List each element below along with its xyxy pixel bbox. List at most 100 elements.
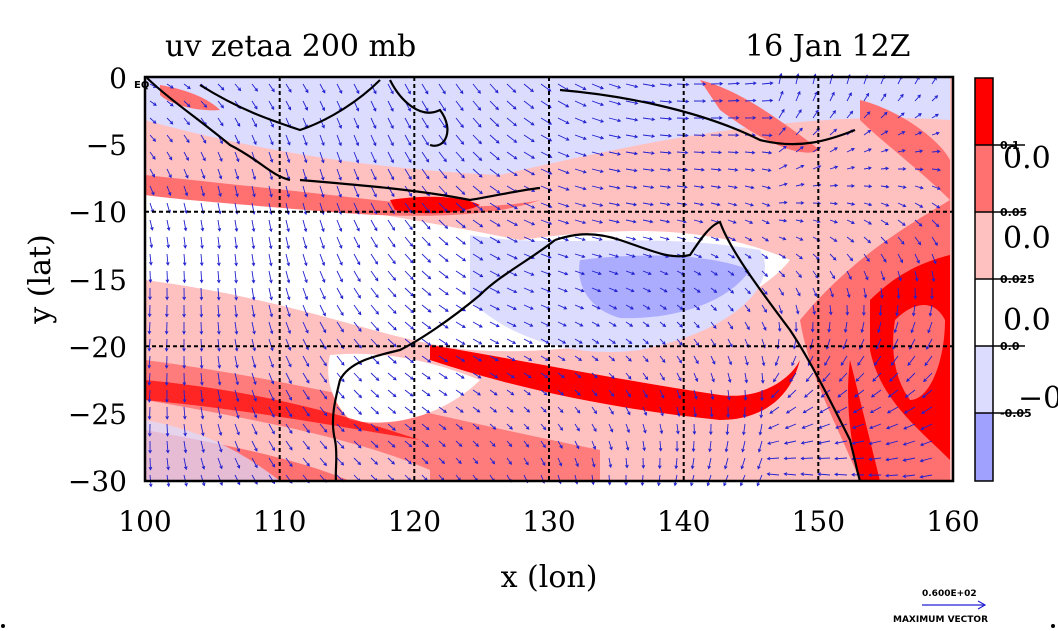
reference-vector-label: MAXIMUM VECTOR (893, 615, 988, 625)
wind-vector-arrow (625, 321, 634, 327)
wind-vector-arrow (183, 440, 188, 454)
wind-vector-arrow (642, 440, 646, 452)
wind-vector-arrow (795, 201, 805, 205)
y-tick-label: −5 (86, 129, 127, 162)
wind-vector-arrow (370, 236, 378, 249)
wind-vector-arrow (472, 168, 483, 178)
wind-vector-arrow (744, 81, 757, 86)
wind-vector-arrow (404, 134, 412, 147)
wind-vector-arrow (149, 168, 155, 178)
wind-vector-arrow (693, 99, 707, 103)
wind-vector-arrow (625, 253, 636, 258)
wind-vector-arrow (523, 168, 536, 176)
wind-vector-arrow (421, 100, 429, 112)
wind-vector-arrow (707, 457, 712, 470)
wind-vector-arrow (353, 236, 360, 249)
corner-dot (1, 624, 5, 628)
wind-vector-arrow (897, 167, 907, 171)
wind-vector-arrow (370, 457, 379, 465)
wind-vector-arrow (921, 406, 933, 414)
wind-vector-arrow (795, 90, 801, 102)
wind-vector-arrow (166, 100, 174, 107)
wind-vector-arrow (455, 202, 466, 212)
wind-vector-arrow (421, 83, 429, 95)
wind-vector-arrow (149, 236, 154, 249)
wind-vector-arrow (914, 113, 922, 119)
wind-vector-arrow (438, 372, 448, 380)
wind-vector-arrow (710, 236, 720, 241)
wind-vector-arrow (455, 338, 466, 345)
wind-vector-arrow (438, 321, 449, 329)
wind-vector-arrow (812, 287, 818, 298)
colorbar-small-label: 0.0 (1000, 340, 1020, 353)
wind-vector-arrow (268, 253, 273, 267)
wind-vector-arrow (353, 134, 360, 147)
wind-vector-arrow (472, 100, 482, 111)
wind-vector-arrow (829, 236, 838, 242)
wind-vector-arrow (285, 83, 292, 93)
wind-vector-arrow (472, 83, 481, 94)
wind-vector-arrow (183, 219, 188, 232)
wind-vector-arrow (761, 81, 774, 86)
wind-vector-arrow (234, 355, 239, 369)
wind-vector-arrow (472, 338, 483, 345)
wind-vector-arrow (625, 338, 633, 345)
wind-vector-arrow (472, 372, 482, 379)
x-tick-label: 150 (792, 505, 845, 538)
wind-vector-arrow (895, 304, 899, 317)
wind-vector-arrow (523, 457, 529, 466)
wind-vector-arrow (199, 355, 204, 369)
wind-vector-arrow (919, 457, 933, 463)
colorbar-swatch-2 (975, 145, 993, 212)
wind-vector-arrow (370, 389, 380, 398)
wind-vector-arrow (591, 389, 598, 397)
wind-vector-arrow (914, 219, 923, 227)
wind-vector-arrow (268, 151, 274, 163)
wind-vector-arrow (834, 472, 848, 477)
wind-vector-arrow (285, 236, 290, 250)
wind-vector-arrow (761, 116, 774, 120)
wind-vector-arrow (455, 117, 464, 129)
wind-vector-arrow (182, 270, 187, 284)
wind-vector-arrow (846, 253, 854, 262)
wind-vector-arrow (353, 83, 360, 95)
wind-vector-arrow (319, 389, 328, 400)
wind-vector-arrow (217, 185, 222, 197)
wind-vector-arrow (817, 472, 831, 477)
wind-vector-arrow (302, 83, 309, 94)
wind-vector-field (147, 72, 942, 488)
wind-vector-arrow (771, 389, 780, 399)
wind-vector-arrow (897, 131, 906, 136)
wind-vector-arrow (166, 83, 174, 89)
wind-vector-arrow (923, 372, 933, 383)
wind-vector-arrow (216, 287, 221, 301)
wind-vector-arrow (421, 117, 429, 129)
wind-vector-arrow (268, 440, 275, 452)
wind-vector-arrow (557, 202, 570, 208)
wind-vector-arrow (251, 406, 258, 419)
wind-vector-arrow (800, 456, 814, 461)
wind-vector-arrow (302, 100, 309, 111)
wind-vector-arrow (234, 253, 238, 267)
wind-vector-arrow (774, 355, 780, 367)
wind-vector-arrow (828, 304, 833, 316)
wind-vector-arrow (540, 406, 547, 413)
wind-vector-arrow (540, 168, 553, 175)
wind-vector-arrow (523, 321, 534, 327)
wind-vector-arrow (336, 185, 342, 198)
wind-vector-arrow (608, 270, 619, 275)
wind-vector-arrow (691, 440, 696, 453)
wind-vector-arrow (302, 134, 308, 146)
wind-vector-arrow (795, 270, 802, 279)
wind-vector-arrow (285, 219, 290, 233)
wind-vector-arrow (183, 423, 187, 437)
wind-vector-arrow (182, 372, 187, 386)
wind-vector-arrow (234, 134, 240, 145)
wind-vector-arrow (302, 355, 310, 368)
wind-vector-arrow (625, 117, 639, 122)
wind-vector-arrow (727, 338, 733, 348)
wind-vector-arrow (761, 98, 774, 103)
y-axis-label: y (lat) (23, 234, 58, 324)
wind-vector-arrow (642, 185, 655, 190)
wind-vector-arrow (675, 440, 679, 453)
